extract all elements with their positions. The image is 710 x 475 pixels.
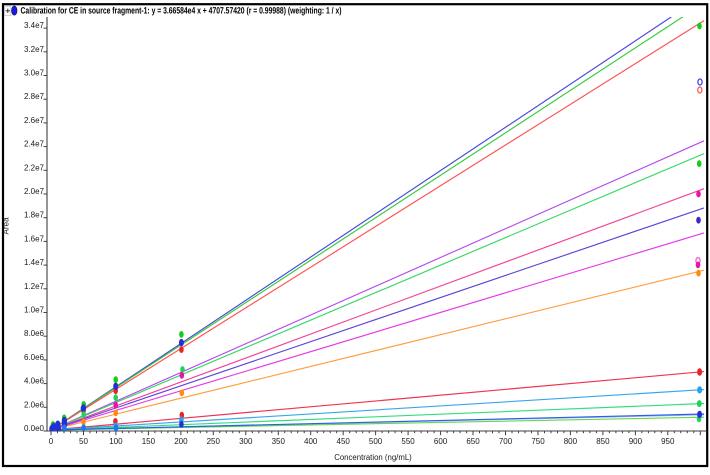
svg-text:3.4e7: 3.4e7 (24, 21, 45, 30)
svg-text:3.2e7: 3.2e7 (24, 45, 45, 54)
svg-text:2.6e7: 2.6e7 (24, 116, 45, 125)
svg-text:250: 250 (207, 437, 221, 446)
svg-text:550: 550 (401, 437, 415, 446)
svg-text:850: 850 (596, 437, 610, 446)
svg-text:3.0e7: 3.0e7 (24, 69, 45, 78)
svg-text:100: 100 (109, 437, 123, 446)
svg-text:500: 500 (369, 437, 383, 446)
svg-text:1.8e7: 1.8e7 (24, 211, 45, 220)
svg-text:450: 450 (337, 437, 351, 446)
svg-text:0: 0 (49, 437, 54, 446)
svg-text:400: 400 (304, 437, 318, 446)
svg-text:2.0e6: 2.0e6 (24, 400, 45, 409)
svg-text:2.8e7: 2.8e7 (24, 92, 45, 101)
svg-text:900: 900 (629, 437, 643, 446)
svg-text:Calibration for CE in source f: Calibration for CE in source fragment-1:… (21, 5, 342, 15)
svg-text:1.0e7: 1.0e7 (24, 306, 45, 315)
svg-text:600: 600 (434, 437, 448, 446)
svg-text:6.0e6: 6.0e6 (24, 353, 45, 362)
svg-text:8.0e6: 8.0e6 (24, 329, 45, 338)
svg-text:1.4e7: 1.4e7 (24, 258, 45, 267)
svg-text:Concentration (ng/mL): Concentration (ng/mL) (334, 453, 412, 462)
svg-text:4.0e6: 4.0e6 (24, 377, 45, 386)
svg-text:50: 50 (79, 437, 88, 446)
svg-text:700: 700 (499, 437, 513, 446)
svg-text:800: 800 (564, 437, 578, 446)
svg-text:750: 750 (531, 437, 545, 446)
svg-text:Area: Area (2, 217, 11, 235)
svg-text:350: 350 (272, 437, 286, 446)
svg-text:0.0e0: 0.0e0 (24, 424, 45, 433)
svg-text:2.4e7: 2.4e7 (24, 140, 45, 149)
svg-text:2.0e7: 2.0e7 (24, 187, 45, 196)
svg-text:1.2e7: 1.2e7 (24, 282, 45, 291)
svg-text:2.2e7: 2.2e7 (24, 163, 45, 172)
svg-text:200: 200 (174, 437, 188, 446)
svg-text:1.6e7: 1.6e7 (24, 234, 45, 243)
svg-text:150: 150 (142, 437, 156, 446)
svg-text:650: 650 (466, 437, 480, 446)
svg-text:950: 950 (661, 437, 675, 446)
svg-text:300: 300 (239, 437, 253, 446)
